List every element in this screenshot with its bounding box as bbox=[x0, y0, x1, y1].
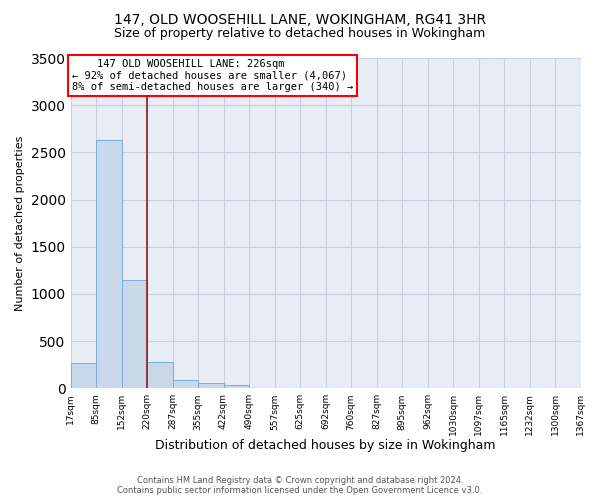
X-axis label: Distribution of detached houses by size in Wokingham: Distribution of detached houses by size … bbox=[155, 440, 496, 452]
Bar bbox=[147, 362, 173, 388]
Text: 147, OLD WOOSEHILL LANE, WOKINGHAM, RG41 3HR: 147, OLD WOOSEHILL LANE, WOKINGHAM, RG41… bbox=[114, 12, 486, 26]
Text: Contains HM Land Registry data © Crown copyright and database right 2024.
Contai: Contains HM Land Registry data © Crown c… bbox=[118, 476, 482, 495]
Bar bbox=[122, 280, 147, 388]
Text: 147 OLD WOOSEHILL LANE: 226sqm
← 92% of detached houses are smaller (4,067)
8% o: 147 OLD WOOSEHILL LANE: 226sqm ← 92% of … bbox=[72, 59, 353, 92]
Bar bbox=[198, 383, 224, 388]
Bar bbox=[96, 140, 122, 388]
Bar bbox=[173, 380, 198, 388]
Bar bbox=[224, 385, 249, 388]
Text: Size of property relative to detached houses in Wokingham: Size of property relative to detached ho… bbox=[115, 28, 485, 40]
Y-axis label: Number of detached properties: Number of detached properties bbox=[15, 136, 25, 311]
Bar bbox=[71, 363, 96, 388]
